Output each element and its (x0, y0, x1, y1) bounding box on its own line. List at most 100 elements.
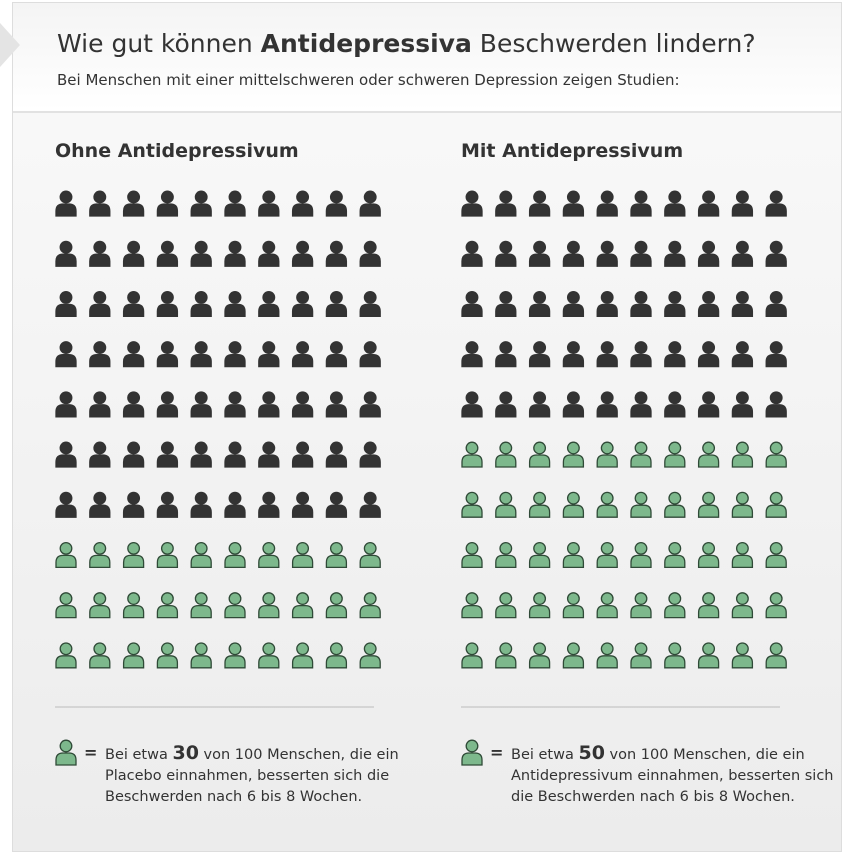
icon-body (89, 303, 111, 318)
icon-head (533, 391, 547, 405)
person-icon (156, 441, 179, 468)
person-icon (697, 290, 720, 318)
icon-body (55, 404, 77, 418)
icon-body (765, 303, 787, 318)
person-icon (55, 441, 77, 468)
person-icon-improved (528, 441, 551, 468)
icon-head (465, 441, 479, 455)
icon-body (190, 554, 212, 569)
icon-body (765, 353, 787, 368)
person-icon-improved (562, 541, 585, 569)
icon-body (630, 203, 652, 217)
icon-body (765, 454, 787, 468)
icon-head (566, 240, 580, 254)
person-icon (89, 240, 111, 267)
person-icon (224, 491, 246, 518)
icon-body (224, 303, 246, 318)
icon-body (495, 604, 517, 619)
person-icon (224, 341, 246, 368)
icon-head (59, 190, 73, 204)
icon-head (600, 190, 614, 204)
person-icon-improved (495, 491, 517, 518)
person-icon (291, 290, 314, 318)
icon-body (596, 203, 618, 217)
icon-body (596, 604, 618, 619)
icon-head (769, 290, 783, 304)
person-icon (731, 240, 754, 267)
person-icon-improved (325, 541, 348, 569)
person-icon (156, 240, 179, 267)
icon-head (668, 491, 682, 505)
person-icon (697, 240, 720, 267)
icon-body (697, 203, 720, 217)
icon-body (291, 655, 314, 669)
icon-body (224, 203, 246, 217)
person-icon (630, 240, 652, 267)
icon-head (363, 541, 377, 555)
person-icon-improved (258, 642, 280, 669)
icon-head (127, 441, 141, 455)
icon-head (93, 391, 107, 405)
icon-head (329, 441, 343, 455)
icon-head (499, 341, 513, 355)
person-icon (190, 391, 212, 418)
icon-head (668, 391, 682, 405)
icon-body (461, 253, 483, 267)
legend-text: Bei etwa 50 von 100 Menschen, die ein An… (511, 743, 841, 808)
person-icon (55, 341, 77, 368)
icon-head (702, 290, 716, 304)
icon-body (122, 504, 145, 518)
person-icon-improved (765, 642, 787, 669)
icon-head (634, 441, 648, 455)
person-icon (190, 441, 212, 468)
icon-head (59, 341, 73, 355)
icon-head (499, 642, 513, 656)
legend-text: Bei etwa (105, 747, 173, 763)
person-icon-improved (697, 491, 720, 518)
person-icon (528, 190, 551, 217)
icon-body (630, 404, 652, 418)
person-icon (461, 391, 483, 418)
person-icon-improved (596, 491, 618, 518)
icon-body (461, 504, 483, 518)
person-icon-improved (630, 441, 652, 468)
person-icon-improved (190, 642, 212, 669)
person-icon (122, 441, 145, 468)
person-icon-improved (596, 541, 618, 569)
person-icon (258, 491, 280, 518)
icon-head (499, 290, 513, 304)
icon-head (499, 391, 513, 405)
icon-head (769, 541, 783, 555)
icon-body (495, 655, 517, 669)
icon-body (89, 655, 111, 669)
icon-body (697, 655, 720, 669)
person-icon-improved (291, 541, 314, 569)
person-icon (461, 240, 483, 267)
icon-head (59, 441, 73, 455)
icon-body (55, 604, 77, 619)
icon-head (296, 592, 310, 606)
person-icon-improved (325, 642, 348, 669)
person-icon (359, 341, 381, 368)
icon-body (156, 554, 179, 569)
icon-body (359, 554, 381, 569)
icon-body (461, 554, 483, 569)
person-icon (55, 290, 77, 318)
person-icon (291, 441, 314, 468)
icon-body (765, 655, 787, 669)
icon-head (228, 190, 242, 204)
icon-body (697, 353, 720, 368)
icon-body (55, 203, 77, 217)
person-icon (765, 190, 787, 217)
icon-head (668, 341, 682, 355)
icon-body (122, 353, 145, 368)
icon-head (566, 541, 580, 555)
person-icon (359, 491, 381, 518)
person-icon (528, 240, 551, 267)
icon-body (258, 353, 280, 368)
person-icon-improved (528, 491, 551, 518)
person-icon-improved (596, 592, 618, 619)
icon-body (55, 454, 77, 468)
icon-body (461, 353, 483, 368)
icon-head (600, 441, 614, 455)
